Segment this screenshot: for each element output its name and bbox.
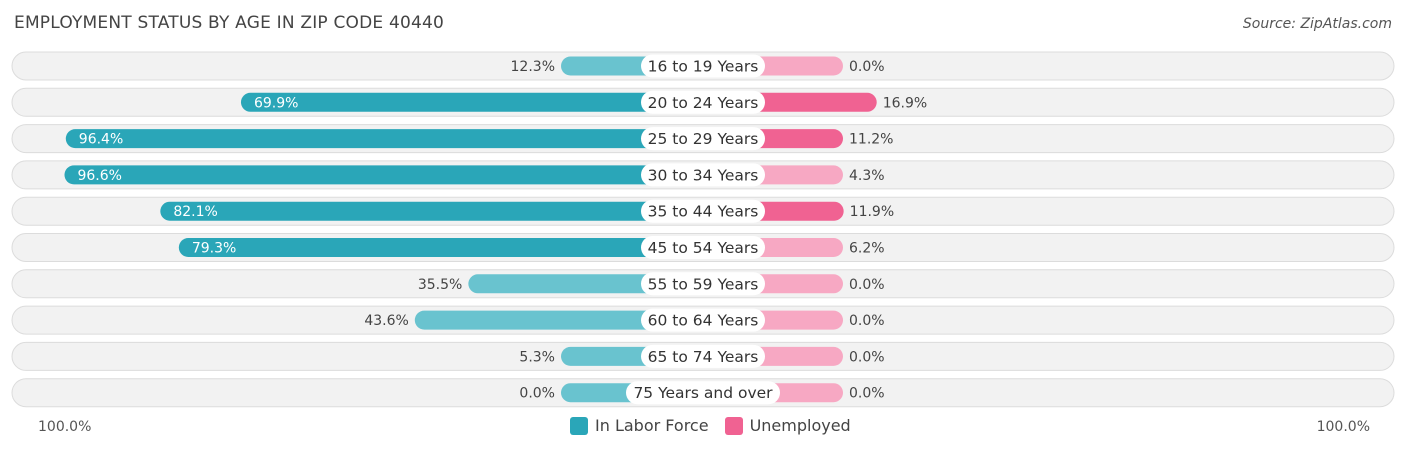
category-pill xyxy=(641,90,765,114)
value-label-labor-force: 96.4% xyxy=(79,132,123,148)
category-label: 30 to 34 Years xyxy=(648,166,759,184)
value-label-unemployed: 4.3% xyxy=(849,168,885,184)
category-label: 60 to 64 Years xyxy=(648,312,759,330)
value-label-unemployed: 0.0% xyxy=(849,349,885,365)
value-label-labor-force: 43.6% xyxy=(364,313,408,329)
category-label: 35 to 44 Years xyxy=(648,203,759,221)
value-label-labor-force: 96.6% xyxy=(77,168,121,184)
legend-item-unemployed: Unemployed xyxy=(724,416,851,435)
legend-label-labor-force: In Labor Force xyxy=(595,416,709,435)
category-pill xyxy=(641,163,765,187)
axis-left-label: 100.0% xyxy=(38,419,92,435)
bar-in-labor-force xyxy=(240,92,703,112)
category-label: 45 to 54 Years xyxy=(648,239,759,257)
category-label: 25 to 29 Years xyxy=(648,130,759,148)
axis-right-label: 100.0% xyxy=(1316,419,1370,435)
bar-in-labor-force xyxy=(160,201,704,221)
legend-item-labor-force: In Labor Force xyxy=(570,416,709,435)
value-label-labor-force: 82.1% xyxy=(173,204,217,220)
category-label: 75 Years and over xyxy=(633,384,773,402)
category-label: 20 to 24 Years xyxy=(648,94,759,112)
category-pill xyxy=(641,54,765,78)
bar-in-labor-force xyxy=(414,310,703,330)
chart-title: EMPLOYMENT STATUS BY AGE IN ZIP CODE 404… xyxy=(14,13,445,33)
value-label-unemployed: 0.0% xyxy=(849,386,885,402)
category-pill xyxy=(641,272,765,296)
category-pill xyxy=(626,381,780,405)
value-label-labor-force: 69.9% xyxy=(254,95,298,111)
legend-swatch-labor-force xyxy=(570,416,588,435)
value-label-unemployed: 0.0% xyxy=(849,313,885,329)
category-label: 65 to 74 Years xyxy=(648,348,759,366)
value-label-unemployed: 16.9% xyxy=(883,95,927,111)
value-label-unemployed: 11.2% xyxy=(849,132,893,148)
category-pill xyxy=(641,344,765,368)
value-label-unemployed: 6.2% xyxy=(849,241,885,257)
value-label-labor-force: 0.0% xyxy=(519,386,555,402)
legend-swatch-unemployed xyxy=(724,416,743,435)
value-label-labor-force: 35.5% xyxy=(418,277,462,293)
category-pill xyxy=(641,236,765,259)
chart-source: Source: ZipAtlas.com xyxy=(1242,16,1392,32)
category-pill xyxy=(641,199,765,223)
value-label-labor-force: 12.3% xyxy=(511,59,555,75)
legend: In Labor Force Unemployed xyxy=(570,416,867,435)
value-label-labor-force: 5.3% xyxy=(519,349,555,365)
value-label-unemployed: 0.0% xyxy=(849,59,885,75)
category-pill xyxy=(641,127,765,151)
value-label-unemployed: 0.0% xyxy=(849,277,885,293)
category-label: 16 to 19 Years xyxy=(648,58,759,76)
bar-in-labor-force xyxy=(64,165,703,185)
bar-in-labor-force xyxy=(178,238,703,257)
legend-label-unemployed: Unemployed xyxy=(749,416,851,435)
value-label-unemployed: 11.9% xyxy=(850,204,894,220)
value-label-labor-force: 79.3% xyxy=(192,241,236,257)
bar-in-labor-force xyxy=(65,129,703,149)
category-label: 55 to 59 Years xyxy=(648,275,759,293)
category-pill xyxy=(641,308,765,332)
